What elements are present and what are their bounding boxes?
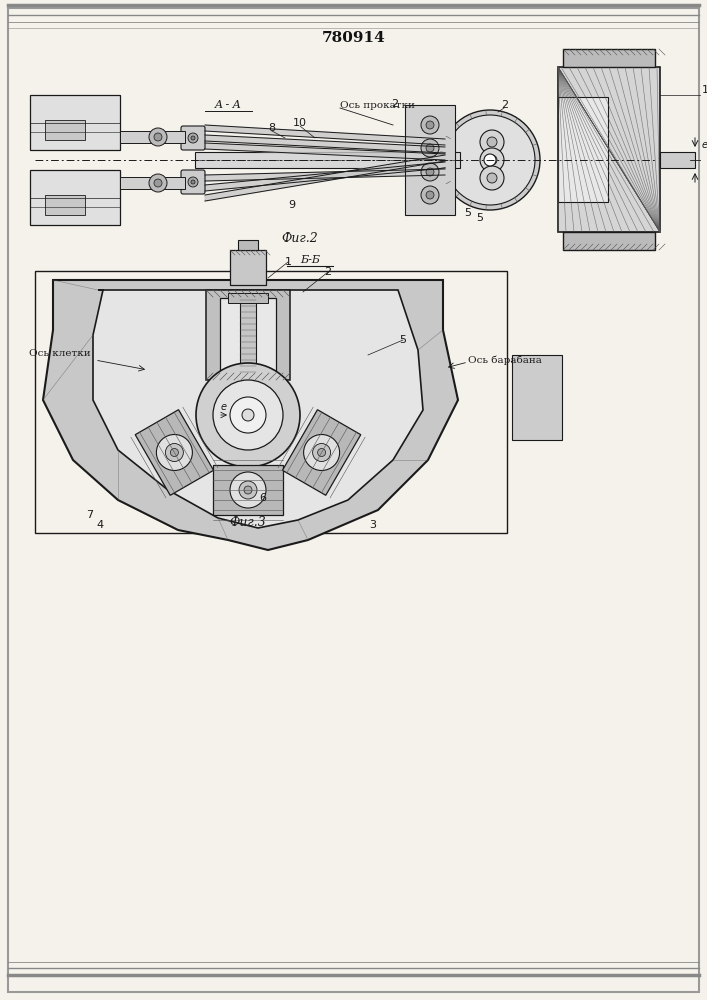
Polygon shape	[205, 162, 445, 191]
FancyBboxPatch shape	[8, 8, 699, 992]
Circle shape	[213, 380, 283, 450]
Circle shape	[196, 363, 300, 467]
Circle shape	[230, 472, 266, 508]
FancyBboxPatch shape	[195, 152, 460, 168]
FancyBboxPatch shape	[228, 367, 268, 377]
Circle shape	[421, 163, 439, 181]
Circle shape	[440, 110, 540, 210]
Text: 9: 9	[288, 200, 296, 210]
FancyBboxPatch shape	[558, 67, 660, 232]
Circle shape	[191, 136, 195, 140]
FancyBboxPatch shape	[563, 232, 655, 250]
Circle shape	[480, 130, 504, 154]
Text: 3: 3	[370, 520, 377, 530]
FancyBboxPatch shape	[120, 177, 185, 189]
Circle shape	[480, 148, 504, 172]
Polygon shape	[93, 290, 423, 528]
Text: 1: 1	[702, 85, 707, 95]
Polygon shape	[205, 143, 445, 160]
Circle shape	[426, 121, 434, 129]
Circle shape	[188, 133, 198, 143]
Circle shape	[317, 448, 326, 456]
Text: 7: 7	[86, 510, 93, 520]
Circle shape	[421, 116, 439, 134]
Circle shape	[244, 486, 252, 494]
Circle shape	[312, 444, 331, 462]
Text: 4: 4	[96, 520, 103, 530]
Text: 5: 5	[399, 335, 407, 345]
Circle shape	[445, 115, 535, 205]
Text: 780914: 780914	[322, 31, 386, 45]
Circle shape	[149, 128, 167, 146]
FancyBboxPatch shape	[30, 95, 120, 150]
Circle shape	[191, 180, 195, 184]
Text: 5: 5	[477, 213, 484, 223]
Text: 8: 8	[269, 123, 276, 133]
Text: 6: 6	[259, 493, 267, 503]
Circle shape	[480, 166, 504, 190]
FancyBboxPatch shape	[181, 126, 205, 150]
FancyBboxPatch shape	[563, 49, 655, 67]
Circle shape	[484, 154, 496, 166]
FancyBboxPatch shape	[220, 298, 276, 372]
Text: e: e	[702, 140, 707, 150]
Circle shape	[156, 434, 192, 471]
Circle shape	[188, 177, 198, 187]
Text: 2: 2	[325, 267, 332, 277]
Text: 10: 10	[293, 118, 307, 128]
Text: 5: 5	[464, 208, 472, 218]
Circle shape	[239, 481, 257, 499]
Circle shape	[487, 155, 497, 165]
Polygon shape	[213, 465, 283, 515]
Circle shape	[303, 434, 339, 471]
Circle shape	[487, 173, 497, 183]
Text: e: e	[221, 402, 227, 412]
Text: Ось барабана: Ось барабана	[468, 355, 542, 365]
Text: 1: 1	[284, 257, 291, 267]
Circle shape	[487, 137, 497, 147]
Circle shape	[170, 448, 178, 456]
Text: 2: 2	[501, 100, 508, 110]
Circle shape	[149, 174, 167, 192]
Polygon shape	[43, 280, 458, 550]
FancyBboxPatch shape	[558, 97, 608, 202]
FancyBboxPatch shape	[405, 105, 455, 215]
Text: Фиг.3: Фиг.3	[230, 516, 267, 528]
FancyBboxPatch shape	[228, 293, 268, 303]
Text: Б-Б: Б-Б	[300, 255, 320, 265]
FancyBboxPatch shape	[30, 170, 120, 225]
Polygon shape	[205, 125, 445, 145]
FancyBboxPatch shape	[512, 355, 562, 440]
Circle shape	[426, 191, 434, 199]
FancyBboxPatch shape	[238, 240, 258, 250]
FancyBboxPatch shape	[181, 170, 205, 194]
Circle shape	[426, 168, 434, 176]
Text: 2: 2	[392, 99, 399, 109]
FancyBboxPatch shape	[45, 120, 85, 140]
Polygon shape	[135, 410, 214, 495]
Circle shape	[421, 186, 439, 204]
Polygon shape	[283, 410, 361, 495]
Circle shape	[154, 133, 162, 141]
FancyBboxPatch shape	[230, 250, 266, 285]
FancyBboxPatch shape	[120, 131, 185, 143]
Circle shape	[230, 397, 266, 433]
Polygon shape	[205, 135, 445, 153]
FancyBboxPatch shape	[240, 298, 256, 372]
Circle shape	[421, 139, 439, 157]
FancyBboxPatch shape	[660, 152, 695, 168]
FancyBboxPatch shape	[35, 271, 507, 533]
FancyBboxPatch shape	[206, 290, 290, 380]
FancyBboxPatch shape	[45, 195, 85, 215]
Polygon shape	[205, 169, 445, 181]
Text: Фиг.2: Фиг.2	[281, 232, 318, 244]
Circle shape	[154, 179, 162, 187]
Circle shape	[165, 444, 183, 462]
Text: A - A: A - A	[215, 100, 241, 110]
Circle shape	[242, 409, 254, 421]
Polygon shape	[205, 155, 445, 201]
Circle shape	[426, 144, 434, 152]
Text: Ось прокатки: Ось прокатки	[340, 101, 415, 109]
Text: Ось клетки: Ось клетки	[29, 349, 90, 358]
